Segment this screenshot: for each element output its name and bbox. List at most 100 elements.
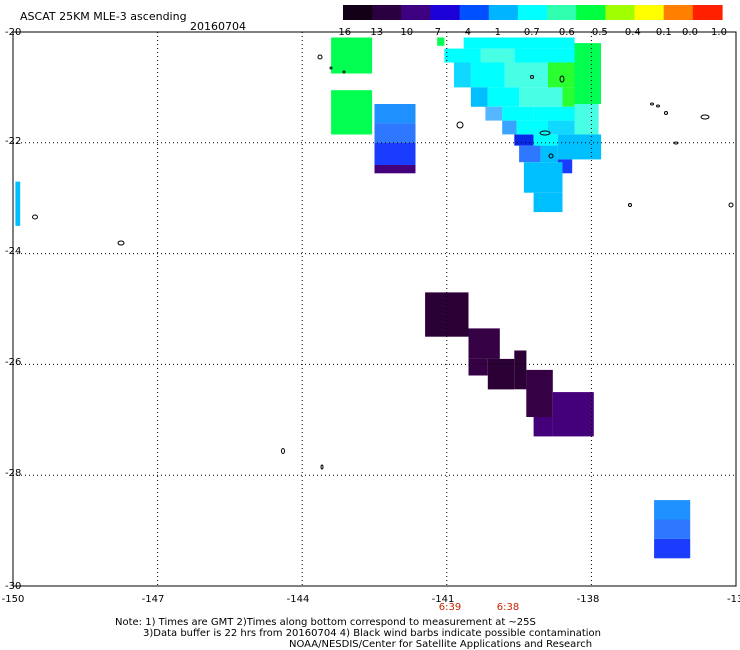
- pass-time-labels: 6:39 6:38: [439, 602, 519, 613]
- note-line-2: 3)Data buffer is 22 hrs from 20160704 4)…: [143, 628, 601, 639]
- wind-cell: [374, 123, 416, 143]
- colorbar-swatch: [401, 5, 432, 20]
- island-outline: [539, 130, 551, 136]
- island-outline: [317, 54, 323, 60]
- wind-cell: [574, 104, 599, 138]
- wind-cell: [454, 62, 471, 88]
- wind-cell: [540, 145, 558, 163]
- wind-cell: [331, 90, 373, 135]
- latitude-labels: -20 -22 -24 -26 -28 -30: [5, 27, 21, 592]
- product-date: 20160704: [190, 20, 246, 33]
- longitude-labels: -150 -147 -144 -141 -138 -13: [2, 594, 740, 605]
- pass-time-label: 6:39: [439, 602, 461, 613]
- island-outline: [548, 153, 554, 159]
- island-outline: [329, 66, 333, 70]
- wind-cell: [437, 37, 445, 46]
- wind-cell: [533, 134, 558, 146]
- wind-cell: [654, 500, 691, 520]
- island-outline: [456, 121, 464, 129]
- colorbar: -16 -13 -10 -7 -4 -1 -0.7 -0.6 -0.5 -0.4…: [335, 5, 727, 38]
- wind-cell: [514, 350, 527, 390]
- longitude-label: -138: [577, 594, 600, 605]
- wind-cell: [533, 106, 575, 121]
- wind-cell: [562, 87, 575, 107]
- wind-cell: [548, 62, 575, 88]
- wind-cell: [548, 120, 575, 135]
- colorbar-swatch: [547, 5, 577, 20]
- wind-cell: [654, 538, 691, 559]
- colorbar-swatch: [488, 5, 519, 20]
- island-outlines: [32, 54, 734, 470]
- lat-lon-grid: [13, 32, 736, 586]
- island-outline: [664, 111, 668, 115]
- colorbar-swatch: [372, 5, 402, 20]
- wind-cell: [654, 519, 691, 539]
- wind-cell: [502, 106, 534, 121]
- wind-cell: [574, 43, 601, 104]
- longitude-label: -144: [287, 594, 310, 605]
- island-outline: [650, 102, 654, 106]
- wind-cell: [557, 134, 602, 160]
- latitude-label: -30: [5, 581, 21, 592]
- island-outline: [728, 202, 734, 208]
- pass-time-label: 6:38: [497, 602, 519, 613]
- colorbar-swatch: [576, 5, 606, 20]
- latitude-label: -24: [5, 246, 21, 257]
- colorbar-swatch: [663, 5, 694, 20]
- colorbar-swatch: [605, 5, 636, 20]
- wind-cell: [463, 37, 575, 49]
- island-outline: [320, 464, 324, 470]
- colorbar-swatch: [459, 5, 490, 20]
- wind-cell: [468, 328, 500, 359]
- latitude-label: -28: [5, 468, 21, 479]
- map-frame: [12, 31, 737, 587]
- wind-cell: [374, 142, 416, 165]
- colorbar-swatch: [634, 5, 665, 20]
- wind-cell: [487, 358, 515, 390]
- wind-cell: [523, 162, 563, 193]
- wind-cell: [533, 192, 563, 213]
- note-line-1: Note: 1) Times are GMT 2)Times along bot…: [115, 617, 536, 628]
- latitude-label: -22: [5, 136, 21, 147]
- latitude-label: -26: [5, 357, 21, 368]
- wind-cell: [425, 292, 469, 337]
- island-outline: [530, 75, 534, 79]
- island-outline: [32, 214, 38, 220]
- island-outline: [559, 75, 565, 83]
- wind-cell: [514, 48, 575, 63]
- longitude-label: -141: [432, 594, 455, 605]
- island-outline: [281, 448, 285, 454]
- wind-cell: [444, 48, 481, 63]
- island-outline: [673, 141, 679, 145]
- wind-cell: [552, 392, 594, 437]
- product-title: ASCAT 25KM MLE-3 ascending: [20, 10, 187, 23]
- colorbar-swatch: [517, 5, 548, 20]
- wind-cell: [374, 165, 416, 174]
- colorbar-swatches: [343, 5, 723, 20]
- wind-cell: [504, 62, 548, 88]
- wind-cell: [470, 62, 505, 88]
- island-outline: [117, 240, 125, 246]
- island-outline: [342, 70, 346, 74]
- wind-cell: [331, 37, 373, 74]
- colorbar-swatch: [343, 5, 373, 20]
- island-outline: [700, 114, 710, 120]
- note-credit: NOAA/NESDIS/Center for Satellite Applica…: [289, 639, 592, 650]
- wind-cell: [519, 145, 541, 163]
- wind-cell: [15, 181, 21, 226]
- wind-cell: [519, 87, 563, 107]
- island-outline: [656, 104, 660, 108]
- wind-cell: [480, 48, 515, 63]
- longitude-label: -13: [727, 594, 740, 605]
- wind-cell: [526, 369, 553, 417]
- colorbar-swatch: [430, 5, 461, 20]
- latitude-label: -20: [5, 27, 21, 38]
- longitude-label: -150: [2, 594, 25, 605]
- colorbar-swatch: [692, 5, 723, 20]
- wind-cell: [502, 120, 517, 135]
- wind-cell: [485, 106, 503, 121]
- wind-cell: [533, 417, 553, 437]
- longitude-label: -147: [142, 594, 165, 605]
- wind-cell: [374, 104, 416, 124]
